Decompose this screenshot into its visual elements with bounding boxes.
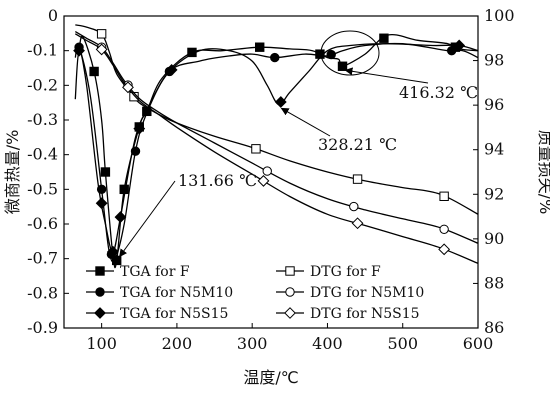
data-point	[133, 122, 146, 135]
x-tick-label: 200	[162, 334, 193, 353]
annotation: 328.21 ℃	[280, 107, 397, 154]
legend-marker	[95, 287, 105, 297]
x-tick-label: 400	[312, 334, 343, 353]
data-point	[349, 201, 359, 212]
plot-frame	[63, 15, 479, 329]
legend-label: DTG for N5S15	[310, 306, 420, 322]
annotation-arrow	[344, 67, 429, 84]
data-point	[257, 175, 270, 187]
legend-entry: DTG for F	[276, 264, 381, 280]
data-point	[274, 96, 287, 108]
left-y-tick-label: -0.6	[27, 214, 58, 233]
right-y-tick-label: 90	[484, 229, 504, 248]
series-layer	[73, 24, 479, 269]
data-point	[270, 52, 280, 63]
annotation-label: 131.66 ℃	[178, 171, 257, 190]
left-y-tick-label: -0.1	[27, 41, 58, 60]
annotation: 416.32 ℃	[344, 67, 478, 102]
legend-label: TGA for F	[120, 264, 190, 280]
legend-label: DTG for N5M10	[310, 285, 424, 301]
data-point	[251, 144, 261, 154]
left-y-tick-label: -0.9	[27, 318, 58, 337]
data-point	[96, 29, 107, 39]
annotation-label: 328.21 ℃	[318, 135, 397, 154]
data-point	[379, 33, 389, 43]
legend-entry: TGA for N5M10	[86, 285, 233, 301]
left-y-tick-label: 0	[48, 6, 58, 25]
legend-entry: TGA for F	[86, 264, 190, 280]
annotation-label: 416.32 ℃	[399, 83, 478, 102]
data-point	[107, 245, 119, 258]
data-point	[351, 217, 364, 230]
legend-entry: DTG for N5M10	[276, 285, 424, 301]
legend-entry: DTG for N5S15	[276, 306, 420, 322]
right-y-tick-label: 86	[484, 318, 504, 337]
left-y-tick-label: -0.5	[27, 179, 58, 198]
data-point	[122, 81, 134, 94]
data-point	[114, 211, 127, 223]
data-point	[73, 44, 85, 57]
x-axis-title: 温度/℃	[243, 368, 298, 387]
data-point	[262, 166, 272, 176]
right-y-tick-label: 94	[484, 140, 504, 159]
data-point	[89, 66, 99, 77]
annotation-arrow	[119, 180, 176, 258]
series-line	[74, 33, 479, 265]
data-point	[95, 43, 108, 56]
data-point	[453, 39, 466, 52]
data-point	[352, 174, 363, 184]
legend-label: TGA for N5M10	[120, 285, 233, 301]
data-point	[438, 243, 451, 256]
data-point	[119, 184, 129, 195]
series-dtg-for-n5s15	[74, 33, 479, 265]
data-point	[255, 42, 265, 52]
right-y-tick-label: 88	[484, 273, 504, 292]
legend-marker	[285, 287, 295, 297]
legend-marker	[284, 307, 296, 319]
legend-label: TGA for N5S15	[120, 306, 228, 322]
annotation-layer: 131.66 ℃ 328.21 ℃ 416.32 ℃	[119, 30, 478, 258]
legend-entry: TGA for N5S15	[86, 306, 228, 322]
series-tga-for-n5s15	[73, 39, 479, 258]
legend-marker	[94, 307, 106, 319]
left-y-tick-label: -0.2	[27, 75, 58, 94]
right-y-tick-label: 98	[484, 51, 504, 70]
data-point	[100, 167, 111, 177]
right-y-tick-label: 96	[484, 95, 504, 114]
data-point	[95, 197, 108, 210]
annotation-arrow	[280, 107, 331, 137]
left-y-tick-label: -0.8	[27, 283, 58, 302]
data-point	[165, 63, 178, 76]
left-y-axis-title: 微商热量/%	[3, 130, 22, 215]
series-line	[74, 43, 479, 253]
legend-marker	[95, 266, 105, 276]
x-tick-label: 600	[463, 334, 494, 353]
left-y-tick-label: -0.4	[27, 145, 58, 164]
series-tga-for-n5m10	[74, 42, 479, 263]
data-point	[337, 61, 348, 71]
right-y-axis-title: 质量损失/%	[536, 130, 550, 215]
data-point	[326, 49, 336, 60]
left-y-tick-label: -0.7	[27, 249, 58, 268]
data-point	[446, 45, 457, 56]
x-tick-label: 300	[237, 334, 268, 353]
x-tick-label: 500	[387, 334, 418, 353]
x-tick-label: 100	[86, 334, 117, 353]
right-y-tick-label: 100	[484, 6, 515, 25]
axes-layer: 100 200 300 400 500 600 0 -0.1 -0.2 -0.3 -0.4 -0.5 -…	[27, 6, 514, 353]
legend-label: DTG for F	[310, 264, 381, 280]
series-line	[74, 31, 479, 244]
data-point	[439, 191, 449, 201]
data-point	[439, 224, 449, 234]
legend-marker	[285, 266, 295, 276]
left-y-tick-label: -0.3	[27, 110, 58, 129]
highlight-circle	[320, 30, 380, 76]
annotation: 131.66 ℃	[119, 171, 257, 258]
legend: TGA for F DTG for F TGA for N5M10 DTG for N…	[86, 264, 424, 322]
right-y-tick-label: 92	[484, 184, 504, 203]
